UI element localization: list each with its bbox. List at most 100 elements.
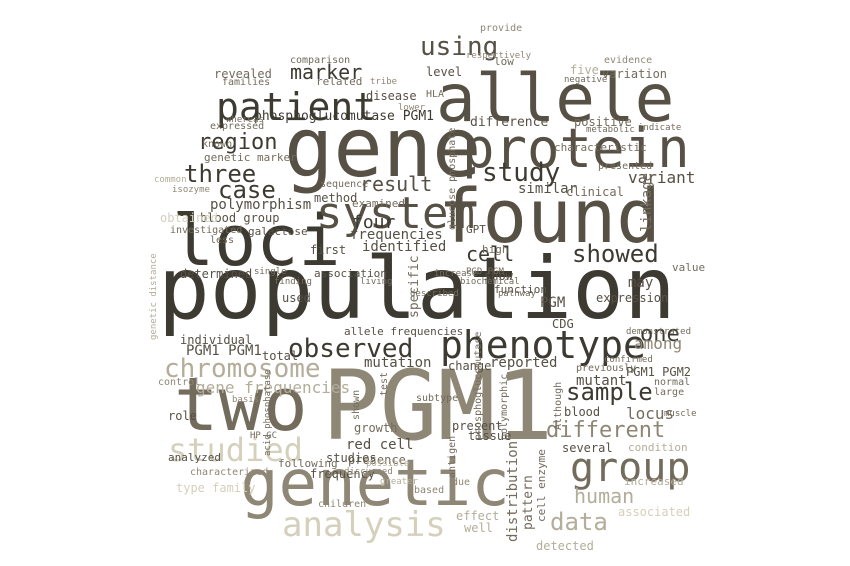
word-pattern: pattern xyxy=(521,475,536,530)
word-used: used xyxy=(282,291,311,305)
word-one: one xyxy=(640,322,680,347)
word-biochemical: biochemical xyxy=(460,277,520,287)
word-chromosome: chromosome xyxy=(164,354,321,384)
word-association: association xyxy=(314,267,387,280)
word-similar: similar xyxy=(518,181,578,197)
word-result: result xyxy=(360,172,433,196)
word-three: three xyxy=(184,160,257,188)
word-cell-enzyme: cell enzyme xyxy=(535,449,548,522)
word-sample: sample xyxy=(566,378,653,406)
word-pgm: PGM xyxy=(540,295,566,311)
word-control: control xyxy=(158,377,201,388)
word-pgd-pgm: PGD PGM xyxy=(466,267,504,277)
word-related: related xyxy=(316,75,363,88)
word-revealed: revealed xyxy=(214,67,272,81)
word-indicate: indicate xyxy=(638,123,682,133)
word-pgm1: PGM1 xyxy=(322,350,554,462)
word-genetic-distance: genetic distance xyxy=(149,253,159,340)
word-variation: variation xyxy=(602,67,668,81)
word-gpt: GPT xyxy=(466,223,486,236)
word-may: may xyxy=(628,275,654,291)
word-studies: studies xyxy=(326,451,377,465)
word-obtained: obtained xyxy=(160,211,218,225)
word-case: case xyxy=(218,176,276,204)
word-associated: associated xyxy=(618,505,691,519)
word-cell: cell xyxy=(466,242,515,266)
word-loci: loci xyxy=(172,200,341,282)
word-value: value xyxy=(672,261,706,274)
word-clinical: clinical xyxy=(566,185,624,199)
word-variant: variant xyxy=(628,168,696,187)
word-condition: condition xyxy=(628,441,688,454)
word-muscle: muscle xyxy=(664,409,697,419)
word-using: using xyxy=(420,32,499,62)
word-subtype: subtype xyxy=(416,393,459,404)
word-expressed: expressed xyxy=(210,121,265,132)
word-studied: studied xyxy=(168,431,303,469)
word-investigated: investigated xyxy=(170,225,243,236)
word-shown: shown xyxy=(351,389,362,420)
word-tissue: tissue xyxy=(468,429,512,443)
word-five: five xyxy=(570,63,599,77)
word-different: different xyxy=(546,418,666,443)
word-glucose-phosphate: glucose phosphate xyxy=(447,127,458,230)
word-type-family: type family xyxy=(176,481,256,495)
word-tribe: tribe xyxy=(370,77,398,87)
word-lower: lower xyxy=(398,103,426,113)
word-common: common xyxy=(154,175,187,185)
word-role: role xyxy=(168,409,197,423)
word-analyzed: analyzed xyxy=(168,451,221,464)
word-basis: basis xyxy=(232,395,260,405)
word-first: first xyxy=(310,243,347,257)
word-genetic: genetic xyxy=(240,447,510,521)
word-red-cell: red cell xyxy=(346,437,414,453)
word-low: low xyxy=(494,55,514,68)
word-possible: possible xyxy=(366,459,410,469)
word-evidence: evidence xyxy=(604,55,653,66)
word-mutant: mutant xyxy=(576,373,627,389)
word-characteristic: characteristic xyxy=(554,141,647,154)
word-acid-phosphatase: acid phosphatase xyxy=(263,369,273,456)
word-growth: growth xyxy=(354,421,398,435)
word-linkage: linkage xyxy=(639,172,655,232)
word-greater: greater xyxy=(380,477,418,487)
word-demonstrated: demonstrated xyxy=(626,327,692,337)
word-present: present xyxy=(452,419,503,433)
word-region: region xyxy=(198,130,278,155)
word-galactose: galactose xyxy=(248,225,308,238)
word-detected: detected xyxy=(536,539,594,553)
word-found: found xyxy=(438,174,661,260)
word-among: among xyxy=(634,334,683,353)
word-mutation: mutation xyxy=(364,355,432,371)
word-identified: identified xyxy=(362,239,447,255)
word-show: show xyxy=(484,269,513,283)
word-polymorphism: polymorphism xyxy=(210,197,312,213)
word-although: Although xyxy=(553,381,564,430)
word-polymorphic: polymorphic xyxy=(499,373,510,440)
word-high: high xyxy=(482,243,509,256)
word-disease: disease xyxy=(366,89,417,103)
word-negative: negative xyxy=(564,75,608,85)
word-gene: gene xyxy=(284,101,482,196)
word-discussed: discussed xyxy=(344,467,393,477)
word-genetic-marker: genetic marker xyxy=(204,151,297,164)
word-sequence: sequence xyxy=(320,179,369,190)
word-four: four xyxy=(352,212,396,233)
word-confirmed: confirmed xyxy=(604,355,653,365)
word-gene-frequencies: gene frequencies xyxy=(196,378,351,397)
word-marker: marker xyxy=(290,60,363,84)
word-phosphoglucomutase: phosphoglucomutase xyxy=(473,331,484,440)
word-normal: normal xyxy=(654,377,691,388)
word-two: two xyxy=(174,362,308,448)
word-data: data xyxy=(550,508,608,536)
word-human: human xyxy=(574,484,635,508)
word-described: described xyxy=(410,289,459,299)
word-analysis: analysis xyxy=(282,505,446,545)
word-known: known xyxy=(202,139,233,150)
word-allele-frequencies: allele frequencies xyxy=(344,325,464,338)
word-due: due xyxy=(452,477,471,488)
word-antigen: antigen xyxy=(447,435,458,478)
word-effect: effect xyxy=(456,509,500,523)
word-presence: presence xyxy=(348,453,406,467)
